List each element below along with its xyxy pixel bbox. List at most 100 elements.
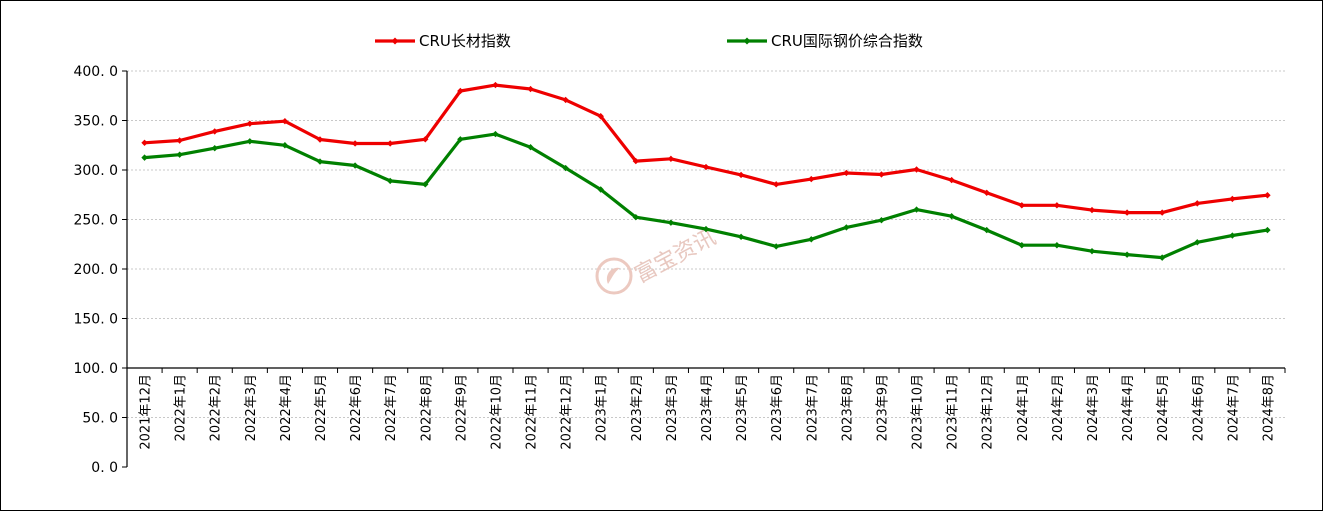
data-point bbox=[562, 164, 569, 172]
x-tick-label: 2023年2月 bbox=[630, 374, 645, 441]
data-point bbox=[457, 136, 464, 143]
data-point bbox=[667, 219, 675, 226]
x-tick-label: 2023年7月 bbox=[805, 374, 820, 441]
data-point bbox=[1194, 200, 1201, 207]
data-point bbox=[281, 142, 289, 149]
legend-swatch-marker bbox=[391, 37, 399, 45]
data-point bbox=[702, 225, 710, 233]
data-point bbox=[667, 155, 675, 163]
y-tick-label: 250. 0 bbox=[73, 213, 118, 229]
y-tick-label: 150. 0 bbox=[73, 312, 118, 328]
data-point bbox=[351, 162, 359, 169]
legend-label: CRU长材指数 bbox=[419, 32, 511, 50]
data-point bbox=[1194, 239, 1201, 246]
watermark: 富宝资讯 bbox=[595, 225, 720, 295]
data-point bbox=[316, 136, 324, 143]
data-point bbox=[176, 151, 183, 158]
x-tick-label: 2022年8月 bbox=[419, 374, 434, 441]
data-point bbox=[176, 137, 183, 144]
legend-swatch-marker bbox=[743, 37, 751, 45]
data-point bbox=[808, 236, 815, 243]
data-point bbox=[983, 189, 990, 196]
x-tick-label: 2022年10月 bbox=[489, 374, 504, 450]
x-tick-label: 2024年1月 bbox=[1016, 374, 1031, 441]
data-point bbox=[1264, 226, 1271, 234]
x-tick-label: 2023年4月 bbox=[700, 374, 715, 441]
watermark-flame-icon bbox=[606, 267, 620, 284]
data-point bbox=[1229, 195, 1236, 203]
data-point bbox=[527, 144, 534, 151]
data-point bbox=[527, 85, 534, 93]
data-point bbox=[492, 81, 499, 89]
data-point bbox=[422, 136, 429, 143]
data-point bbox=[246, 120, 254, 127]
x-tick-label: 2024年5月 bbox=[1156, 374, 1171, 441]
data-point bbox=[1018, 202, 1026, 209]
data-point bbox=[843, 224, 850, 231]
y-tick-label: 0. 0 bbox=[91, 460, 118, 476]
y-tick-label: 50. 0 bbox=[82, 411, 118, 427]
x-tick-label: 2024年2月 bbox=[1051, 374, 1066, 441]
data-point bbox=[386, 177, 394, 185]
data-point bbox=[211, 145, 218, 152]
data-point bbox=[983, 226, 990, 234]
x-tick-label: 2022年11月 bbox=[525, 374, 540, 450]
data-point bbox=[1229, 232, 1236, 239]
data-point bbox=[386, 140, 394, 147]
data-point bbox=[141, 139, 148, 146]
x-tick-label: 2022年7月 bbox=[384, 374, 399, 441]
x-tick-label: 2023年12月 bbox=[981, 374, 996, 450]
data-point bbox=[702, 163, 710, 171]
data-point bbox=[913, 166, 920, 173]
data-point bbox=[1018, 242, 1026, 249]
data-point bbox=[808, 175, 815, 183]
data-point bbox=[1088, 206, 1096, 214]
x-tick-label: 2022年2月 bbox=[209, 374, 224, 441]
x-tick-label: 2024年7月 bbox=[1226, 374, 1241, 441]
data-point bbox=[422, 181, 429, 188]
y-tick-label: 300. 0 bbox=[73, 163, 118, 179]
data-point bbox=[737, 233, 745, 241]
data-point bbox=[246, 138, 254, 145]
x-tick-label: 2024年4月 bbox=[1121, 374, 1136, 441]
data-point bbox=[1088, 247, 1096, 255]
x-tick-label: 2023年8月 bbox=[840, 374, 855, 441]
data-point bbox=[1053, 202, 1061, 209]
y-tick-labels: 0. 0 50. 0 100. 0 150. 0 200. 0 250. 0 300. 0 3… bbox=[73, 64, 118, 476]
x-tick-label: 2024年8月 bbox=[1261, 374, 1276, 441]
data-point bbox=[843, 169, 850, 177]
x-tick-label: 2023年6月 bbox=[770, 374, 785, 441]
data-point bbox=[597, 186, 604, 193]
data-point bbox=[141, 154, 148, 161]
data-point bbox=[492, 130, 499, 138]
data-point bbox=[457, 87, 464, 95]
data-point bbox=[1158, 209, 1166, 216]
x-tick-label: 2022年6月 bbox=[349, 374, 364, 441]
x-tick-label: 2023年9月 bbox=[875, 374, 890, 441]
axes bbox=[122, 70, 1286, 468]
data-point bbox=[211, 128, 218, 135]
y-tick-label: 200. 0 bbox=[73, 262, 118, 278]
data-point bbox=[632, 157, 640, 165]
data-point bbox=[878, 216, 885, 224]
x-tick-label: 2022年9月 bbox=[454, 374, 469, 441]
data-point bbox=[597, 113, 604, 120]
x-tick-labels: 2021年12月 2022年1月 2022年2月 2022年3月 2022年4月 2022… bbox=[139, 374, 1277, 450]
series-layer bbox=[141, 81, 1271, 261]
data-point bbox=[316, 158, 324, 165]
x-tick-label: 2024年6月 bbox=[1191, 374, 1206, 441]
legend-label: CRU国际钢价综合指数 bbox=[771, 32, 923, 50]
watermark-logo-icon bbox=[595, 257, 633, 295]
y-tick-label: 350. 0 bbox=[73, 114, 118, 130]
legend: CRU长材指数 CRU国际钢价综合指数 bbox=[375, 32, 923, 50]
x-tick-label: 2023年1月 bbox=[595, 374, 610, 441]
data-point bbox=[351, 140, 359, 147]
x-tick-label: 2022年12月 bbox=[560, 374, 575, 450]
data-point bbox=[772, 243, 780, 250]
x-tick-label: 2022年3月 bbox=[244, 374, 259, 441]
data-point bbox=[632, 214, 640, 221]
data-point bbox=[562, 96, 569, 104]
y-tick-label: 400. 0 bbox=[73, 64, 118, 80]
